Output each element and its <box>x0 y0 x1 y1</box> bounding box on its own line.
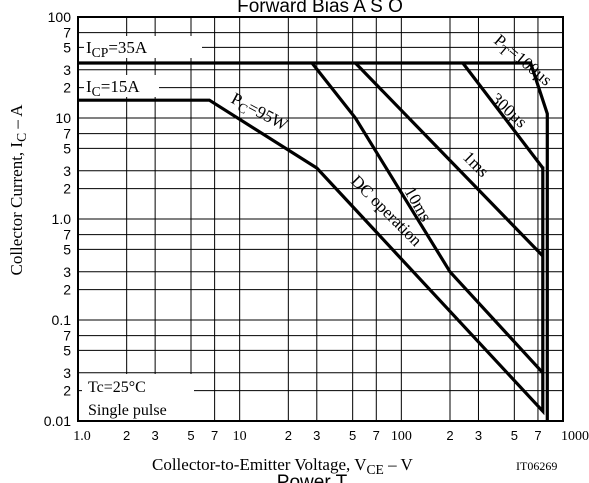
x-axis-label: Collector-to-Emitter Voltage, VCE – V <box>152 455 414 477</box>
y-tick-label: 2 <box>63 383 71 399</box>
y-tick-label: 100 <box>48 9 72 25</box>
x-tick-label: 3 <box>475 428 482 443</box>
series-line-300-s <box>461 62 545 169</box>
next-title-cut: Power T <box>277 472 348 483</box>
y-tick-label: 3 <box>63 163 71 179</box>
titles: Forward Bias A S O Power TCollector-to-Em… <box>7 0 557 483</box>
x-tick-label: 2 <box>285 428 292 443</box>
y-tick-label: 7 <box>63 227 71 243</box>
y-tick-label: 7 <box>63 328 71 344</box>
y-tick-label: 5 <box>63 39 71 55</box>
y-tick-label: 5 <box>63 342 71 358</box>
figure-code: IT06269 <box>516 459 557 473</box>
chart-title: Forward Bias A S O <box>237 0 403 17</box>
x-tick-label: 10 <box>233 429 247 444</box>
label-background <box>84 75 159 97</box>
y-tick-label: 3 <box>63 264 71 280</box>
x-tick-label: 1.0 <box>73 429 91 444</box>
plot-frame <box>77 16 564 422</box>
x-tick-label: 3 <box>152 428 159 443</box>
x-tick-label: 2 <box>123 428 130 443</box>
x-tick-label: 7 <box>211 428 218 443</box>
icp-label: ICP=35A <box>86 38 148 60</box>
x-tick-label: 1000 <box>561 429 589 444</box>
x-tick-labels: 1.0 2 3 5 7 10 2 3 5 7 100 2 3 5 7 1000 <box>73 428 589 444</box>
y-axis-label: Collector Current, IC – A <box>7 104 29 276</box>
tc-condition: Tc=25°C <box>88 379 146 396</box>
label-background <box>82 374 194 420</box>
series-line-dc-operation <box>78 98 545 416</box>
ic-label: IC=15A <box>86 77 140 99</box>
series-line-100-s <box>78 61 549 421</box>
single-pulse-condition: Single pulse <box>88 402 167 419</box>
y-tick-label: 2 <box>63 282 71 298</box>
y-tick-label: 7 <box>63 126 71 142</box>
y-tick-label: 2 <box>63 181 71 197</box>
y-tick-label: 5 <box>63 140 71 156</box>
x-tick-label: 5 <box>511 428 518 443</box>
y-tick-label: 3 <box>63 62 71 78</box>
y-tick-label: 3 <box>63 365 71 381</box>
x-tick-label: 2 <box>446 428 453 443</box>
x-tick-label: 100 <box>391 429 412 444</box>
series-line-10ms <box>310 62 544 374</box>
y-tick-label: 10 <box>55 110 71 126</box>
y-tick-label: 2 <box>63 80 71 96</box>
x-tick-label: 3 <box>313 428 320 443</box>
y-tick-label: 1.0 <box>52 211 72 227</box>
pt-label: PT=100µs <box>489 31 556 92</box>
x-tick-label: 5 <box>187 428 194 443</box>
x-tick-label: 7 <box>373 428 380 443</box>
series-lines <box>78 61 549 421</box>
pc-label: PC=95W <box>227 89 292 137</box>
y-tick-label: 7 <box>63 25 71 41</box>
y-tick-label: 0.1 <box>52 312 72 328</box>
annotations: ICP=35AIC=15APC=95WPT=100µs300µs1ms10msD… <box>82 31 556 420</box>
y-tick-label: 5 <box>63 241 71 257</box>
y-tick-label: 0.01 <box>44 413 71 429</box>
series-line-1ms <box>354 61 544 258</box>
x-tick-label: 7 <box>534 428 541 443</box>
label-background <box>84 36 202 58</box>
x-tick-label: 5 <box>349 428 356 443</box>
